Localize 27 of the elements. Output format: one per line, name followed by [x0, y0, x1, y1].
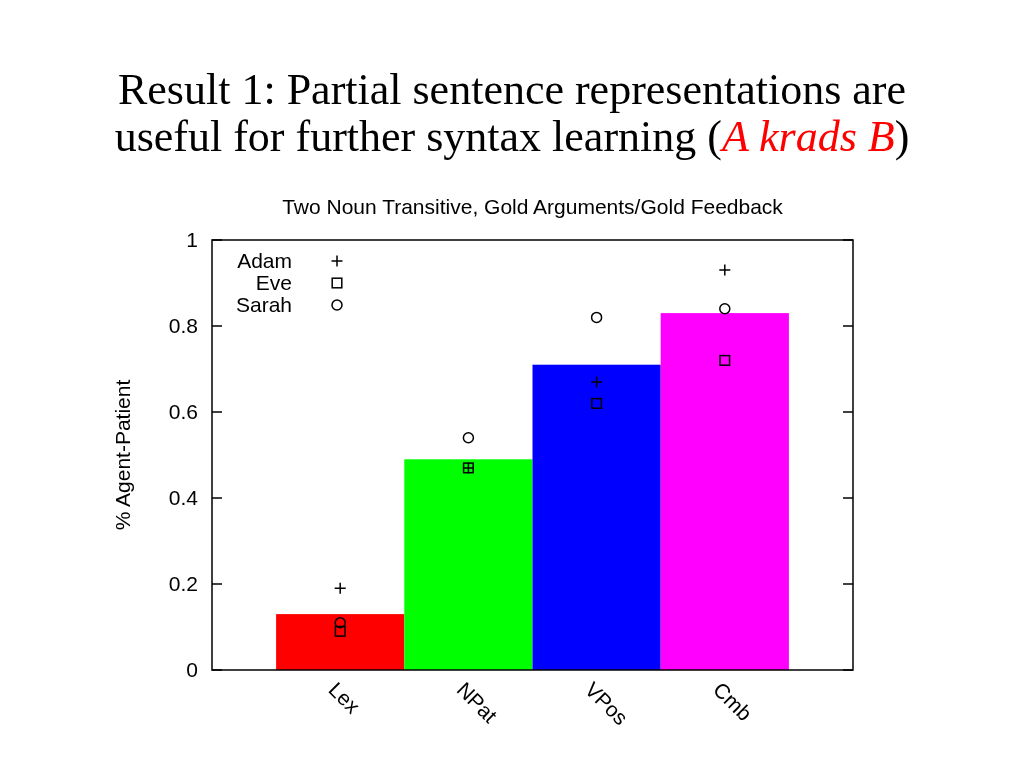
chart-subtitle: Two Noun Transitive, Gold Arguments/Gold Feedback — [282, 195, 784, 218]
legend-label: Eve — [255, 271, 292, 295]
y-tick-label: 0.8 — [168, 314, 198, 338]
y-tick-label: 0.4 — [168, 486, 199, 510]
legend-label: Sarah — [235, 293, 292, 317]
point — [590, 375, 603, 389]
x-tick-label: Lex — [324, 677, 365, 719]
bar — [276, 614, 405, 670]
point — [591, 397, 603, 409]
bar — [404, 459, 533, 670]
point — [334, 625, 346, 637]
y-tick-label: 1 — [186, 228, 198, 252]
bar — [660, 313, 789, 670]
point — [719, 303, 731, 315]
y-tick-label: 0.6 — [168, 400, 198, 424]
point — [718, 263, 732, 277]
chart-title: Result 1: Partial sentence representations are useful for further syntax learning (A krads B) — [114, 65, 910, 161]
legend-label: Adam — [237, 249, 292, 273]
bar — [532, 364, 661, 670]
point — [590, 311, 603, 324]
y-tick-label: 0.2 — [168, 572, 198, 596]
y-axis-title: % Agent-Patient — [111, 379, 134, 531]
point — [719, 354, 731, 366]
point — [462, 432, 475, 444]
point — [334, 616, 346, 629]
point — [333, 582, 347, 595]
y-tick-label: 0 — [186, 658, 198, 682]
